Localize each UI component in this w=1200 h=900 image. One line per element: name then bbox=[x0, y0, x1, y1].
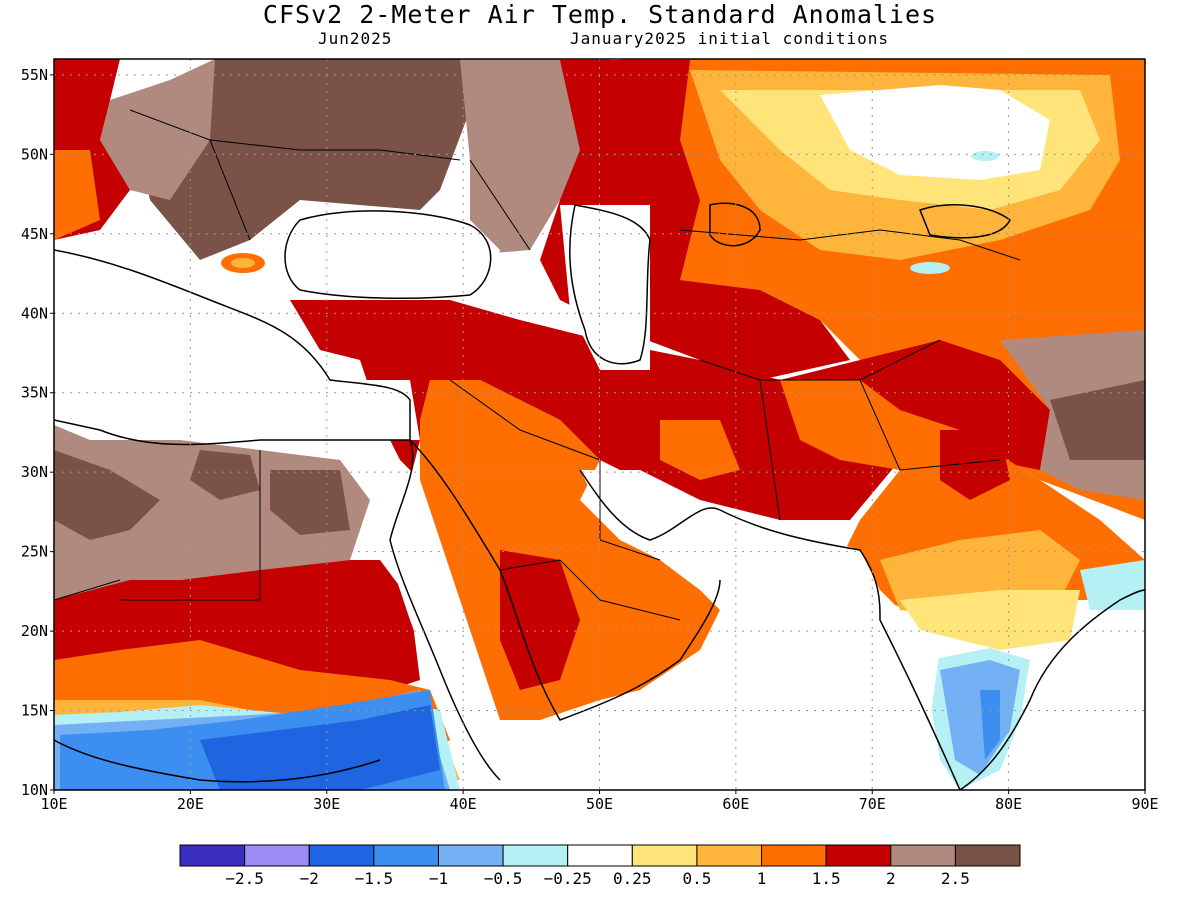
colorbar-label: −2 bbox=[300, 869, 319, 888]
colorbar-label: 1.5 bbox=[812, 869, 841, 888]
chart-title: CFSv2 2-Meter Air Temp. Standard Anomali… bbox=[262, 0, 938, 29]
lat-tick-label: 25N bbox=[21, 543, 48, 561]
lon-tick-label: 70E bbox=[859, 795, 886, 813]
colorbar-label: 0.25 bbox=[613, 869, 652, 888]
colorbar-swatch bbox=[437, 844, 504, 867]
lat-tick-label: 55N bbox=[21, 66, 48, 84]
lon-tick-label: 40E bbox=[450, 795, 477, 813]
colorbar-swatch bbox=[825, 844, 892, 867]
colorbar-label: −1.5 bbox=[355, 869, 394, 888]
colorbar-label: 2.5 bbox=[941, 869, 970, 888]
colorbar-swatch bbox=[373, 844, 439, 867]
lat-tick-label: 20N bbox=[21, 622, 48, 640]
lat-tick-label: 10N bbox=[21, 781, 48, 799]
lat-tick-label: 30N bbox=[21, 463, 48, 481]
gridlines bbox=[54, 59, 1145, 790]
lat-tick-label: 35N bbox=[21, 384, 48, 402]
colorbar-label: 2 bbox=[886, 869, 896, 888]
lon-tick-label: 80E bbox=[995, 795, 1022, 813]
lon-tick-label: 20E bbox=[177, 795, 204, 813]
coastlines bbox=[54, 202, 1145, 790]
colorbar-label: 0.5 bbox=[682, 869, 711, 888]
forecast-month: Jun2025 bbox=[318, 29, 393, 48]
colorbar: −2.5 −2 −1.5 −1 −0.5 −0.25 0.25 0.5 1 1.5 2 2.5 bbox=[179, 844, 1021, 888]
colorbar-label: −0.25 bbox=[544, 869, 592, 888]
colorbar-swatch bbox=[696, 844, 763, 867]
colorbar-swatch bbox=[502, 844, 569, 867]
colorbar-swatch bbox=[244, 844, 310, 867]
lat-tick-label: 45N bbox=[21, 225, 48, 243]
colorbar-label: −1 bbox=[429, 869, 448, 888]
colorbar-swatch bbox=[179, 844, 246, 867]
colorbar-swatch bbox=[567, 844, 633, 867]
lon-axis: 10E 20E 30E 40E 50E 60E 70E 80E 90E bbox=[40, 790, 1159, 813]
lon-tick-label: 50E bbox=[586, 795, 613, 813]
lat-axis: 10N 15N 20N 25N 30N 35N 40N 45N 50N 55N bbox=[21, 66, 54, 799]
colorbar-swatch bbox=[954, 844, 1021, 867]
lon-tick-label: 30E bbox=[313, 795, 340, 813]
colorbar-swatch bbox=[761, 844, 827, 867]
initial-conditions: January2025 initial conditions bbox=[570, 29, 889, 48]
lon-tick-label: 60E bbox=[722, 795, 749, 813]
colorbar-label: −2.5 bbox=[225, 869, 264, 888]
lat-tick-label: 50N bbox=[21, 145, 48, 163]
colorbar-swatch bbox=[631, 844, 698, 867]
colorbar-label: 1 bbox=[757, 869, 767, 888]
colorbar-swatch bbox=[308, 844, 375, 867]
lat-tick-label: 40N bbox=[21, 304, 48, 322]
lon-tick-label: 10E bbox=[40, 795, 67, 813]
anomaly-field bbox=[54, 59, 1145, 790]
lat-tick-label: 15N bbox=[21, 702, 48, 720]
colorbar-label: −0.5 bbox=[484, 869, 523, 888]
colorbar-swatch bbox=[890, 844, 956, 867]
lon-tick-label: 90E bbox=[1131, 795, 1158, 813]
